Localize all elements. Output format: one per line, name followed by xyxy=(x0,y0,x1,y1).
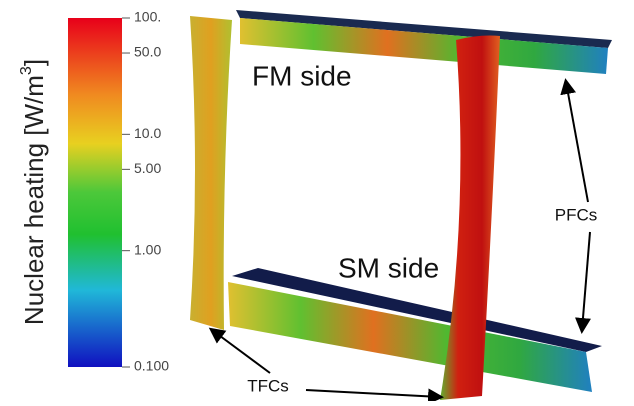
tick-label: 100. xyxy=(134,9,161,25)
page: {"colorbar": {"title": ["Nuclear heating… xyxy=(0,0,634,406)
title-end: ] xyxy=(19,59,49,66)
tick-label: 50.0 xyxy=(134,44,161,60)
tick-label: 1.00 xyxy=(134,241,161,257)
arrow xyxy=(212,330,270,373)
colorbar xyxy=(68,18,122,367)
sm-side-label: SM side xyxy=(338,252,439,283)
fm-side-label: FM side xyxy=(252,60,352,91)
arrow xyxy=(582,232,590,330)
pfcs-label: PFCs xyxy=(555,205,598,224)
tick-label: 5.00 xyxy=(134,160,161,176)
arrow xyxy=(566,82,588,202)
tick-label: 0.100 xyxy=(134,358,169,374)
tick-label: 10.0 xyxy=(134,125,161,141)
tfcs-label: TFCs xyxy=(247,376,289,395)
title-text: Nuclear heating [W/m xyxy=(19,75,49,325)
colorbar-title: Nuclear heating [W/m3] xyxy=(18,59,49,325)
colorbar-ticks: 100. 50.0 10.0 5.00 1.00 0.100 xyxy=(122,9,169,374)
scene: Nuclear heating [W/m3] 100.50.010.05.001… xyxy=(0,0,634,401)
left-tfc xyxy=(190,16,232,330)
arrow xyxy=(306,390,440,397)
title-sup: 3 xyxy=(18,66,35,75)
